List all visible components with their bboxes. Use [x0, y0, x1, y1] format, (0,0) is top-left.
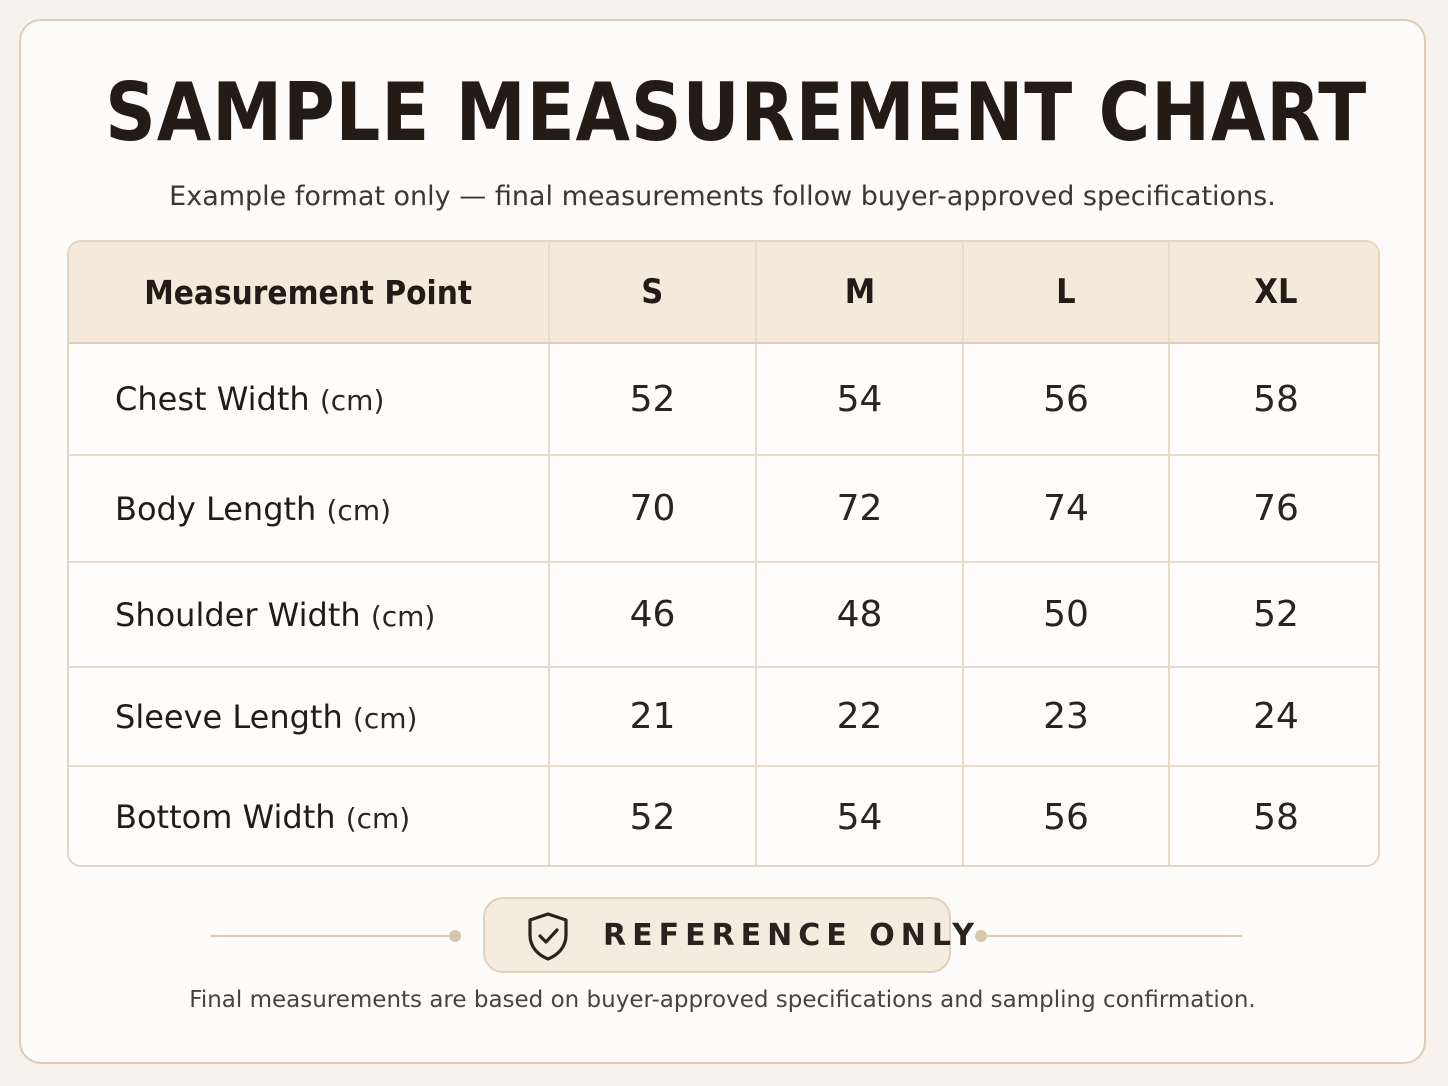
- row-label: Sleeve Length (cm): [69, 667, 550, 767]
- measurement-table: Measurement Point S M L XL Chest Width (…: [67, 240, 1380, 867]
- cell-value: 58: [1253, 796, 1299, 838]
- cell-value: 21: [549, 667, 757, 767]
- cell-value: 24: [1169, 667, 1378, 767]
- divider-dot-left: [449, 930, 461, 942]
- header-size-m: M: [756, 242, 964, 344]
- footer-note: Final measurements are based on buyer-ap…: [189, 987, 1256, 1013]
- cell-value: 52: [549, 766, 757, 865]
- table-header-row: Measurement Point S M L XL: [69, 242, 1378, 344]
- cell-value: 46: [549, 562, 757, 668]
- cell-value: 76: [1169, 455, 1378, 563]
- divider-line-left: [210, 935, 456, 937]
- reference-only-badge: REFERENCE ONLY: [483, 897, 974, 973]
- cell-value: 54: [756, 766, 964, 865]
- divider-dot-right: [975, 930, 987, 942]
- header-measurement-point: Measurement Point: [69, 242, 550, 344]
- cell-value: 56: [963, 766, 1170, 865]
- row-label: Shoulder Width (cm): [69, 562, 550, 668]
- cell-value: 50: [963, 562, 1170, 668]
- reference-only-label: REFERENCE ONLY: [603, 918, 981, 953]
- header-size-l: L: [963, 242, 1170, 344]
- divider-line-right: [983, 935, 1242, 937]
- header-size-s: S: [549, 242, 757, 344]
- page-subtitle: Example format only — final measurements…: [169, 181, 1276, 212]
- cell-value: 23: [963, 667, 1170, 767]
- row-label: Bottom Width (cm): [69, 766, 550, 865]
- table-row: Bottom Width (cm) 52 54 56 58: [69, 766, 1378, 865]
- cell-value: 52: [549, 343, 757, 456]
- table-row: Sleeve Length (cm) 21 22 23 24: [69, 667, 1378, 767]
- cell-value: 56: [963, 343, 1170, 456]
- table-row: Chest Width (cm) 52 54 56 58: [69, 343, 1378, 456]
- table-row: Body Length (cm) 70 72 74 76: [69, 455, 1378, 563]
- row-label: Body Length (cm): [69, 455, 550, 563]
- header-size-xl: XL: [1169, 242, 1378, 344]
- cell-value: 48: [756, 562, 964, 668]
- page-title: SAMPLE MEASUREMENT CHART: [105, 66, 1368, 159]
- cell-value: 74: [963, 455, 1170, 563]
- cell-value: 72: [756, 455, 964, 563]
- cell-value: 54: [756, 343, 964, 456]
- cell-value: 22: [756, 667, 964, 767]
- cell-value: 52: [1169, 562, 1378, 668]
- cell-value: 70: [549, 455, 757, 563]
- table-row: Shoulder Width (cm) 46 48 50 52: [69, 562, 1378, 668]
- shield-check-icon: [525, 911, 571, 961]
- cell-value: 58: [1169, 343, 1378, 456]
- row-label: Chest Width (cm): [69, 343, 550, 456]
- measurement-chart-card: SAMPLE MEASUREMENT CHART Example format …: [19, 19, 1426, 1064]
